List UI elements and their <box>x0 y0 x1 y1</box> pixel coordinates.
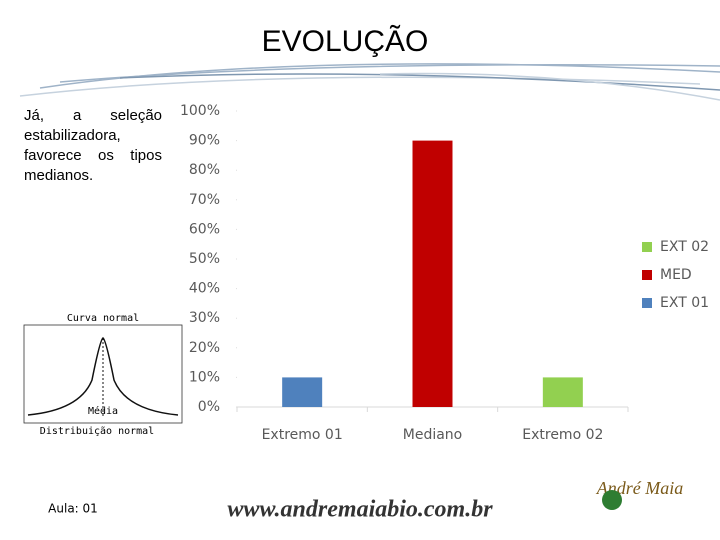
y-tick-label: 90% <box>189 133 220 149</box>
y-tick-label: 70% <box>189 192 220 208</box>
y-tick-label: 50% <box>189 251 220 267</box>
logo-mark <box>602 490 622 510</box>
bar <box>282 377 323 407</box>
legend-label: EXT 01 <box>660 295 709 311</box>
bar <box>542 377 583 407</box>
decoration <box>19 63 720 101</box>
figure-mean: Média <box>88 405 118 417</box>
y-tick-label: 30% <box>189 310 220 326</box>
y-tick-label: 10% <box>189 369 220 385</box>
y-tick-label: 80% <box>189 162 220 178</box>
normal-curve-figure: Curva normal Média Distribuição normal <box>23 313 183 437</box>
bar <box>412 140 453 407</box>
body-text: Já, a seleção estabilizadora, favorece o… <box>24 107 162 184</box>
legend-label: EXT 02 <box>660 239 709 255</box>
x-tick-label: Extremo 01 <box>262 427 343 443</box>
footer-lesson: Aula: 01 <box>48 502 98 516</box>
x-tick-label: Mediano <box>403 427 463 443</box>
legend-label: MED <box>660 267 692 283</box>
figure-caption: Distribuição normal <box>40 426 154 437</box>
y-tick-label: 20% <box>189 340 220 356</box>
y-tick-label: 0% <box>198 399 220 415</box>
legend-swatch <box>642 242 652 252</box>
y-tick-label: 40% <box>189 281 220 297</box>
legend-swatch <box>642 298 652 308</box>
footer-website: www.andremaiabio.com.br <box>227 497 493 523</box>
figure-title: Curva normal <box>67 313 139 324</box>
x-tick-label: Extremo 02 <box>522 427 603 443</box>
y-tick-label: 60% <box>189 221 220 237</box>
slide-title: EVOLUÇÃO <box>262 24 429 58</box>
y-tick-label: 100% <box>180 103 220 119</box>
legend-swatch <box>642 270 652 280</box>
